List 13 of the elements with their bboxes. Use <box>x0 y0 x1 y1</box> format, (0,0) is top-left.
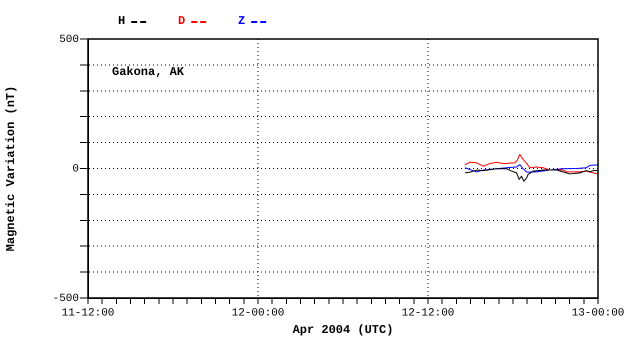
legend-label: Z <box>238 14 246 28</box>
legend-label: H <box>118 14 126 28</box>
annotation: Gakona, AK <box>112 65 185 80</box>
x-axis-title: Apr 2004 (UTC) <box>292 322 394 337</box>
x-tick-label: 13-00:00 <box>572 308 624 320</box>
legend-label: D <box>178 14 186 28</box>
x-tick-label: 12-12:00 <box>402 308 454 320</box>
y-axis-title: Magnetic Variation (nT) <box>4 86 18 252</box>
x-tick-label: 11-12:00 <box>62 308 114 320</box>
y-tick-label: 500 <box>59 34 79 46</box>
y-tick-label: 0 <box>72 163 79 176</box>
y-tick-label: -500 <box>52 292 79 305</box>
x-tick-label: 12-00:00 <box>232 308 284 320</box>
